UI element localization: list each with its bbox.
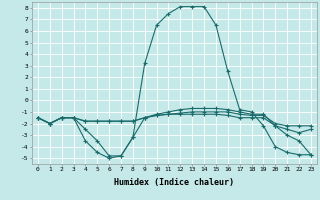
- X-axis label: Humidex (Indice chaleur): Humidex (Indice chaleur): [115, 178, 234, 187]
